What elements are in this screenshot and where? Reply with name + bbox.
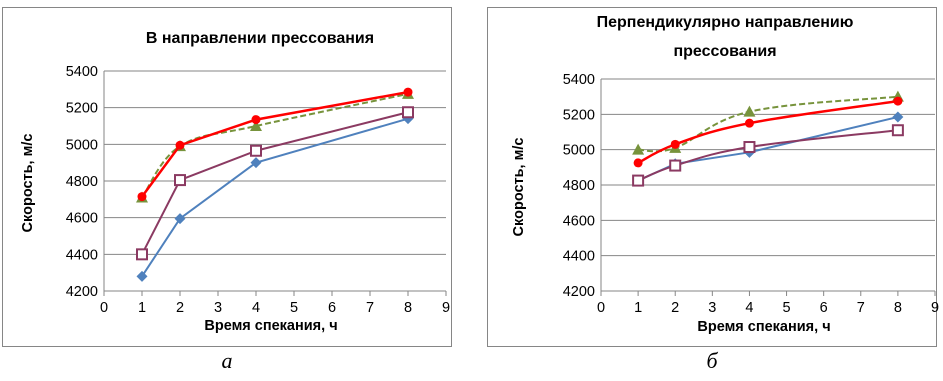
panel-label-b: б xyxy=(706,348,718,373)
chart-b-y-tick-label: 4200 xyxy=(563,284,595,300)
chart-a-x-tick-label: 5 xyxy=(290,300,298,316)
chart-a-x-tick-label: 6 xyxy=(328,300,336,316)
chart-a-y-tick-label: 4800 xyxy=(66,174,98,190)
chart-a-series-3-line xyxy=(141,92,409,199)
chart-b: Перпендикулярно направлению прессования 42… xyxy=(487,7,939,347)
chart-a-title: В направлении прессования xyxy=(146,30,374,47)
chart-b-x-tick-label: 4 xyxy=(745,300,753,316)
chart-b-x-tick-label: 2 xyxy=(671,300,679,316)
chart-a-svg: В направлении прессования420044004600480… xyxy=(2,7,452,347)
chart-b-svg: Перпендикулярно направлениюпрессования42… xyxy=(487,7,939,347)
chart-a-series-2-point xyxy=(136,248,148,261)
chart-b-x-tick-label: 7 xyxy=(857,300,865,316)
chart-a-series-4-point xyxy=(403,87,413,97)
chart-a-y-tick-label: 4600 xyxy=(66,211,98,227)
chart-a-y-axis-title: Скорость, м/с xyxy=(20,134,36,233)
chart-b-y-tick-label: 5400 xyxy=(563,72,595,88)
chart-b-series-4-line xyxy=(637,99,899,165)
chart-b-series-4-point xyxy=(670,139,680,149)
chart-a: В направлении прессования 4200 4400 4600 480… xyxy=(2,7,452,347)
chart-b-series-2-point xyxy=(632,174,645,187)
chart-b-x-tick-label: 1 xyxy=(634,300,642,316)
chart-a-x-tick-label: 4 xyxy=(252,300,260,316)
chart-b-x-tick-label: 3 xyxy=(708,300,716,316)
chart-a-y-tick-label: 5400 xyxy=(66,64,98,80)
chart-a-x-tick-label: 9 xyxy=(442,300,450,316)
chart-b-y-tick-label: 4800 xyxy=(563,178,595,194)
chart-b-y-axis-title: Скорость, м/с xyxy=(511,138,527,237)
chart-b-y-tick-label: 5000 xyxy=(563,143,595,159)
chart-a-series-1-point xyxy=(174,213,186,225)
chart-b-series-2-point xyxy=(743,141,756,154)
chart-a-y-tick-label: 5200 xyxy=(66,101,98,117)
chart-b-x-tick-label: 9 xyxy=(931,300,939,316)
chart-b-y-tick-label: 4600 xyxy=(563,213,595,229)
chart-a-series-1-point xyxy=(250,157,262,169)
chart-b-border xyxy=(487,7,937,347)
chart-a-series-3-point xyxy=(250,120,262,131)
chart-a-x-tick-label: 3 xyxy=(214,300,222,316)
panel-label-a: а xyxy=(221,348,233,373)
chart-b-y-tick-label: 5200 xyxy=(563,107,595,123)
chart-b-x-tick-label: 6 xyxy=(820,300,828,316)
chart-b-series-2-line xyxy=(637,129,899,182)
chart-b-x-tick-label: 0 xyxy=(597,300,605,316)
chart-a-series-2-point xyxy=(402,106,414,119)
chart-b-series-2-point xyxy=(891,124,904,137)
chart-b-series-2-point xyxy=(669,159,682,172)
chart-a-x-axis-title: Время спекания, ч xyxy=(204,318,337,334)
chart-b-x-tick-label: 5 xyxy=(783,300,791,316)
chart-b-series-3-point xyxy=(632,143,645,155)
chart-b-x-tick-label: 8 xyxy=(894,300,902,316)
chart-b-series-4-point xyxy=(633,158,643,168)
chart-a-y-tick-label: 5000 xyxy=(66,137,98,153)
chart-a-x-tick-label: 8 xyxy=(404,300,412,316)
chart-a-x-tick-label: 7 xyxy=(366,300,374,316)
chart-a-series-1-line xyxy=(141,117,409,277)
chart-a-series-2-point xyxy=(250,144,262,157)
chart-a-y-tick-label: 4200 xyxy=(66,284,98,300)
chart-b-series-1-point xyxy=(892,111,904,123)
chart-a-series-4-point xyxy=(251,115,261,125)
chart-a-series-4-point xyxy=(175,140,185,150)
chart-a-border xyxy=(2,7,452,347)
chart-b-x-axis-title: Время спекания, ч xyxy=(697,319,830,335)
chart-a-x-tick-label: 1 xyxy=(138,300,146,316)
chart-b-title: прессования xyxy=(673,43,776,60)
chart-b-y-tick-label: 4400 xyxy=(563,249,595,265)
chart-b-series-4-point xyxy=(893,96,903,106)
chart-a-series-4-point xyxy=(137,192,147,202)
chart-b-series-3-point xyxy=(743,105,756,117)
chart-a-x-tick-label: 0 xyxy=(100,300,108,316)
chart-b-series-4-point xyxy=(744,118,754,128)
chart-a-series-2-point xyxy=(174,174,186,187)
chart-a-y-tick-label: 4400 xyxy=(66,247,98,263)
chart-a-series-1-point xyxy=(136,270,148,282)
chart-a-x-tick-label: 2 xyxy=(176,300,184,316)
chart-a-series-4-line xyxy=(140,90,409,198)
chart-a-series-2-line xyxy=(141,111,409,255)
chart-b-title: Перпендикулярно направлению xyxy=(597,14,854,31)
